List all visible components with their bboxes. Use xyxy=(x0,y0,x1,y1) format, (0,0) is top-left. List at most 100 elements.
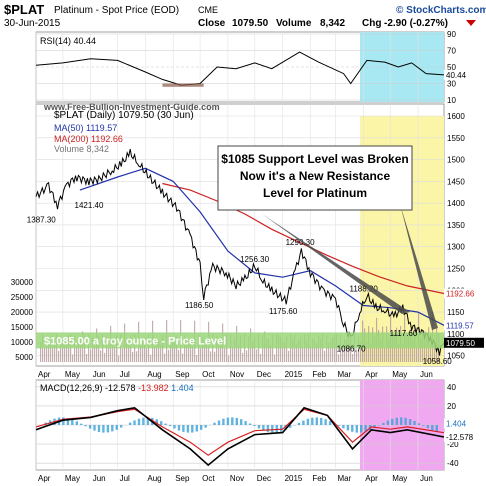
macd-histogram-bar xyxy=(266,425,270,432)
macd-histogram-bar xyxy=(373,425,376,428)
macd-histogram-bar xyxy=(191,425,194,433)
macd-histogram-bar xyxy=(111,425,114,432)
volume-bar xyxy=(298,340,300,362)
macd-histogram-bar xyxy=(115,425,118,430)
legend-entry: MA(200) 1192.66 xyxy=(54,134,123,144)
macd-histogram-bar xyxy=(306,418,310,425)
macd-hist-tag: 1.404 xyxy=(446,420,467,429)
volume-bar xyxy=(68,334,70,362)
volume-bar xyxy=(114,346,116,362)
price-tick: 1550 xyxy=(447,134,465,143)
volume-bar xyxy=(172,342,174,362)
annotation-box xyxy=(217,145,413,211)
macd-histogram-bar xyxy=(253,425,256,426)
macd-histogram-bar xyxy=(422,425,425,426)
macd-histogram-bar xyxy=(213,422,216,425)
x-axis-bottom-label: Apr xyxy=(365,474,378,483)
x-axis-top-label: 2015 xyxy=(285,370,303,379)
volume-bar xyxy=(94,341,96,362)
volume-bar xyxy=(220,340,222,362)
volume-bar xyxy=(234,338,236,362)
volume-bar xyxy=(216,335,218,362)
volume-bar xyxy=(260,353,262,362)
volume-bar xyxy=(344,338,346,362)
volume-bar xyxy=(218,343,220,362)
price-value-tag-bg xyxy=(444,337,484,348)
volume-bar xyxy=(136,351,138,362)
volume-bar xyxy=(206,343,208,362)
price-tick: 1050 xyxy=(447,352,465,361)
volume-bar xyxy=(316,344,318,362)
volume-bar xyxy=(84,334,86,362)
macd-value-tag-bg xyxy=(444,432,484,443)
macd-histogram-bar xyxy=(244,421,247,425)
macd-histogram-bar xyxy=(284,425,287,430)
ma50-value-tag-bg xyxy=(444,320,484,331)
volume-bar xyxy=(54,338,56,362)
volume-bar xyxy=(140,343,142,362)
volume-bar xyxy=(174,342,176,362)
volume-tick: 20000 xyxy=(11,308,34,317)
ma50-value-tag: 1119.57 xyxy=(446,321,474,330)
volume-bar xyxy=(144,337,146,362)
macd-histogram-bar xyxy=(231,417,234,425)
macd-histogram-bar xyxy=(155,419,158,425)
volume-bar xyxy=(78,338,80,362)
volume-bar xyxy=(150,354,152,362)
macd-histogram-bar xyxy=(137,418,141,425)
macd-histogram-bar xyxy=(271,425,274,433)
macd-histogram-bar xyxy=(146,417,150,425)
close-value: 1079.50 xyxy=(232,18,269,29)
ma50-line xyxy=(79,167,445,326)
volume-bar xyxy=(280,337,282,362)
macd-histogram-bar xyxy=(288,425,292,428)
macd-histogram-bar xyxy=(351,425,354,432)
volume-bar xyxy=(154,346,156,362)
volume-bar xyxy=(168,349,170,362)
macd-histogram-bar xyxy=(182,425,185,432)
volume-bar xyxy=(274,354,276,362)
volume-bar xyxy=(80,339,82,362)
x-axis-bottom-label: Jun xyxy=(93,474,106,483)
volume-bar xyxy=(122,347,124,362)
macd-histogram-bar xyxy=(133,420,136,425)
macd-label: MACD(12,26,9) -12.578 -13.982 1.404 xyxy=(40,383,194,393)
annotation-arrow xyxy=(400,204,438,330)
macd-histogram-bar xyxy=(84,425,87,427)
exchange: CME xyxy=(198,5,218,15)
volume-bar xyxy=(366,342,368,362)
volume-bar xyxy=(300,337,302,362)
volume-bar xyxy=(246,350,248,362)
volume-bar xyxy=(288,350,290,362)
macd-histogram-bar xyxy=(168,425,172,427)
macd-histogram-bar xyxy=(200,425,203,430)
volume-bar xyxy=(214,351,216,362)
macd-histogram-bar xyxy=(120,425,123,428)
volume-bar xyxy=(228,355,230,362)
support-annotation: $1085 Support Level was Broken Now it's a… xyxy=(221,152,408,200)
price-label: 1290.30 xyxy=(286,238,315,247)
volume-tick: 10000 xyxy=(11,338,34,347)
price-tick: 1150 xyxy=(447,308,465,317)
volume-bar xyxy=(266,339,268,362)
volume-bar xyxy=(118,355,120,362)
volume-bar xyxy=(190,338,192,362)
volume-bar xyxy=(86,353,88,362)
macd-histogram-bar xyxy=(177,425,181,431)
x-axis-top-label: May xyxy=(65,370,80,379)
volume-bar xyxy=(52,335,54,362)
volume-bar xyxy=(334,334,336,362)
price-label: 1421.40 xyxy=(75,201,104,210)
x-axis-bottom-label: Jun xyxy=(420,474,433,483)
volume-bar xyxy=(238,344,240,362)
volume-bar xyxy=(76,346,78,362)
volume-bar xyxy=(232,346,234,362)
x-axis-top-label: Feb xyxy=(312,370,326,379)
macd-histogram-bar xyxy=(195,425,198,432)
volume-bar xyxy=(184,335,186,362)
volume-bar xyxy=(242,352,244,362)
volume-bar xyxy=(306,341,308,362)
volume-bar xyxy=(352,354,354,362)
volume-bar xyxy=(92,336,94,362)
x-axis-bottom-label: Apr xyxy=(38,474,51,483)
